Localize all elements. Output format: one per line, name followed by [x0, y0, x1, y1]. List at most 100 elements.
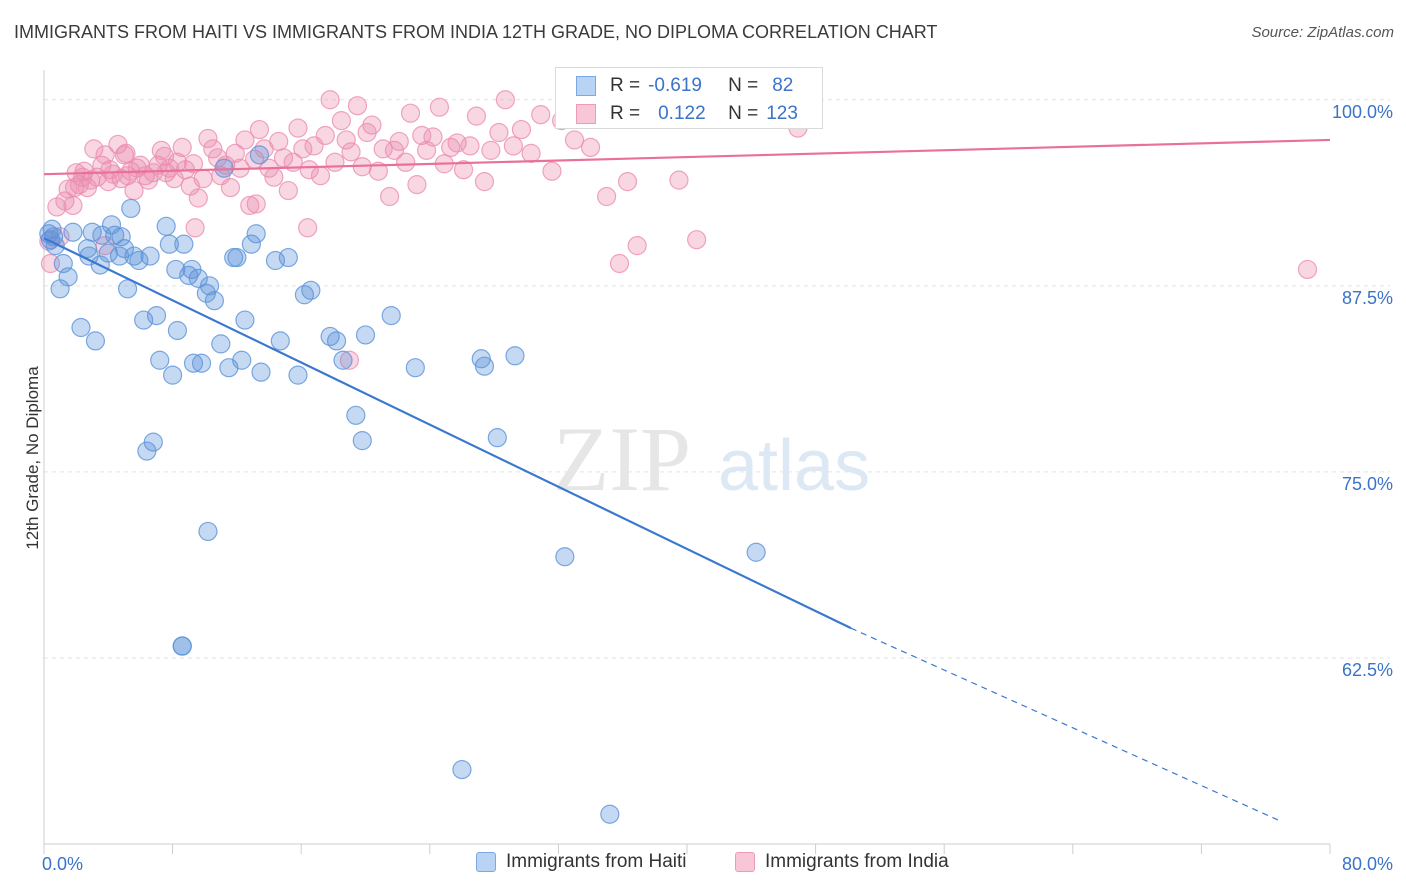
haiti-point [174, 234, 194, 254]
x-tick-label-min: 0.0% [42, 854, 83, 874]
stats-n-value: 82 [772, 75, 794, 96]
haiti-points [39, 145, 766, 824]
india-point [453, 160, 474, 180]
haiti-point [159, 234, 179, 254]
haiti-point [600, 804, 620, 824]
india-point [531, 105, 551, 125]
legend-item-haiti: Immigrants from Haiti [476, 851, 687, 873]
haiti-point [555, 547, 575, 567]
haiti-point [129, 250, 149, 271]
stats-box: R = -0.619 N = 82 R = 0.122 N = 123 [555, 67, 823, 129]
india-point [320, 90, 340, 110]
x-tick-label-max: 80.0% [1342, 854, 1393, 874]
india-point [341, 142, 361, 162]
stats-row-haiti: R = -0.619 N = 82 [576, 72, 793, 100]
india-point [384, 140, 405, 160]
haiti-point [63, 222, 83, 242]
haiti-point [134, 310, 154, 330]
india-point [617, 172, 638, 192]
india-point [198, 128, 218, 149]
india-point [246, 194, 266, 214]
india-point [597, 186, 617, 207]
india-point [400, 103, 421, 123]
chart-title: IMMIGRANTS FROM HAITI VS IMMIGRANTS FROM… [14, 22, 938, 42]
haiti-point [326, 331, 347, 351]
haiti-point [167, 320, 188, 341]
india-point [407, 175, 427, 195]
india-point [460, 136, 480, 156]
haiti-point [114, 239, 134, 259]
legend-swatch-haiti [476, 852, 496, 872]
watermark: ZIP atlas [553, 408, 870, 510]
stats-r-label: R = [610, 103, 641, 124]
india-point [156, 163, 176, 183]
india-point [495, 90, 515, 110]
india-point [220, 177, 241, 198]
legend-label-india: Immigrants from India [765, 851, 949, 872]
haiti-point [381, 305, 401, 326]
haiti-point [183, 353, 204, 373]
india-point [151, 140, 171, 160]
india-point [511, 119, 532, 140]
haiti-point [140, 246, 160, 266]
haiti-point [346, 405, 366, 425]
haiti-point [42, 219, 62, 239]
y-tick-label: 100.0% [1332, 102, 1393, 122]
haiti-point [270, 331, 290, 351]
india-point [298, 218, 318, 238]
india-point [687, 230, 707, 250]
india-point [489, 122, 509, 143]
haiti-point [163, 365, 183, 385]
india-point [315, 125, 335, 146]
india-point [389, 131, 409, 152]
watermark-zip: ZIP [553, 408, 691, 510]
haiti-point [505, 346, 525, 366]
india-point [188, 188, 208, 208]
india-point [288, 118, 308, 138]
stats-r-value: 0.122 [658, 103, 706, 124]
india-point [580, 137, 601, 157]
india-point [368, 161, 388, 181]
india-point [609, 253, 630, 274]
india-point [503, 136, 523, 156]
y-tick-label: 75.0% [1342, 474, 1393, 494]
india-point [336, 130, 356, 150]
india-point [325, 152, 345, 172]
y-axis-label: 12th Grade, No Diploma [23, 366, 42, 550]
india-point [542, 161, 562, 181]
legend-label-haiti: Immigrants from Haiti [506, 851, 687, 872]
india-point [185, 218, 205, 238]
india-point [235, 130, 255, 150]
haiti-point [105, 225, 125, 245]
legend-swatch-india [735, 852, 755, 872]
haiti-point [156, 216, 176, 236]
india-point [669, 170, 689, 190]
haiti-point [241, 234, 261, 254]
india-point [564, 130, 585, 150]
haiti-point [121, 198, 141, 219]
haiti-point [288, 365, 308, 385]
haiti-point [71, 317, 91, 338]
haiti-point [111, 227, 131, 247]
axes [43, 70, 1331, 854]
india-point [347, 96, 368, 116]
haiti-trend-extension [850, 627, 1283, 823]
haiti-point [232, 350, 252, 370]
india-point [183, 154, 204, 174]
trend-lines [43, 138, 1331, 823]
haiti-trend-line [43, 237, 852, 630]
stats-n-label: N = [728, 103, 759, 124]
haiti-point [251, 362, 271, 382]
haiti-point [249, 145, 270, 165]
india-point [172, 137, 192, 157]
y-tick-label: 87.5% [1342, 288, 1393, 308]
haiti-point [227, 247, 247, 268]
india-point [64, 177, 85, 198]
india-point [225, 143, 245, 163]
haiti-point [355, 325, 376, 345]
india-point [331, 111, 351, 131]
haiti-point [98, 243, 118, 263]
stats-r-label: R = [610, 75, 641, 96]
legend-item-india: Immigrants from India [735, 851, 949, 873]
